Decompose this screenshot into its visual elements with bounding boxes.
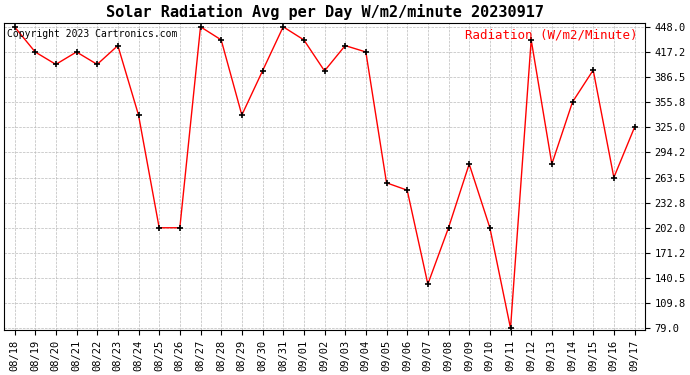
Text: Copyright 2023 Cartronics.com: Copyright 2023 Cartronics.com — [8, 29, 178, 39]
Text: Radiation (W/m2/Minute): Radiation (W/m2/Minute) — [466, 29, 638, 42]
Title: Solar Radiation Avg per Day W/m2/minute 20230917: Solar Radiation Avg per Day W/m2/minute … — [106, 4, 544, 20]
